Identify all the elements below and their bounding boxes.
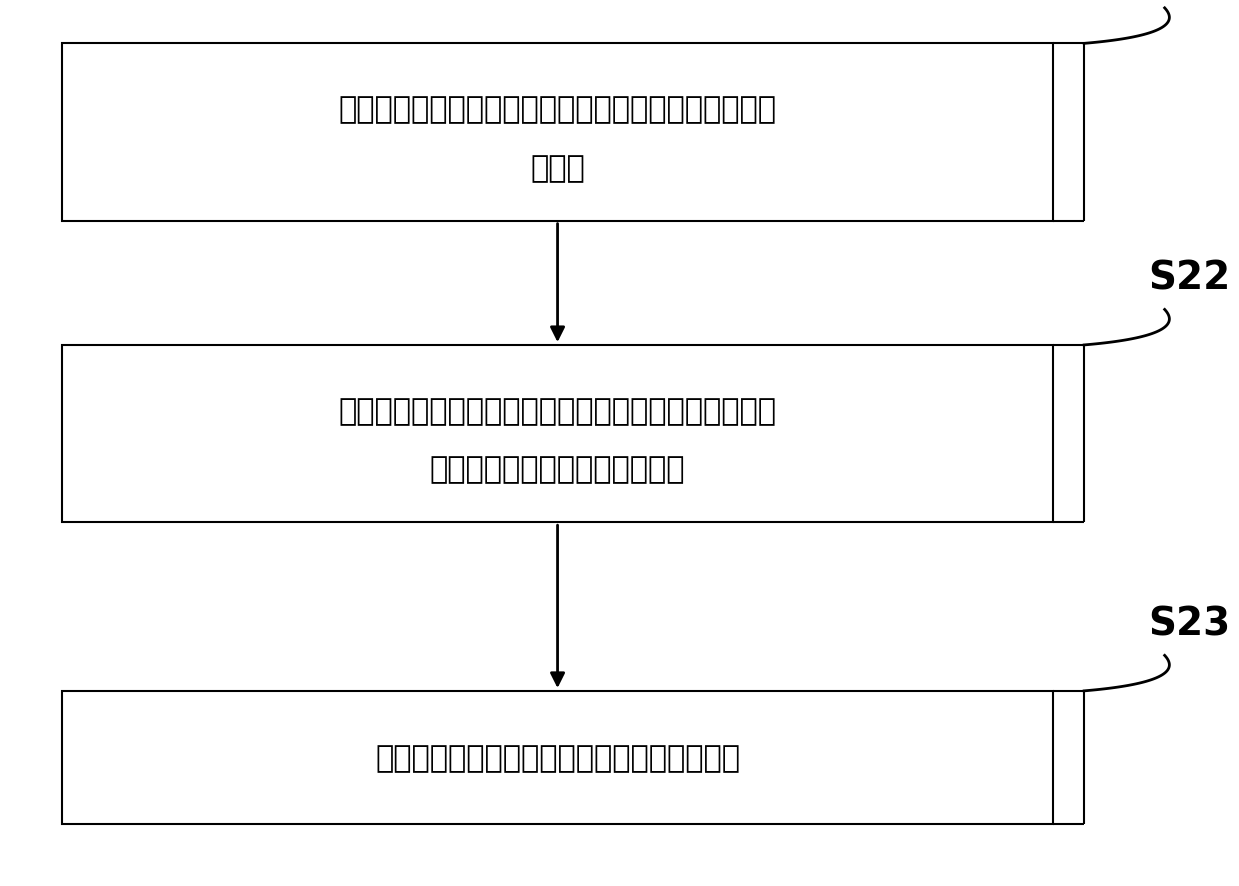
Text: S22: S22 <box>1149 259 1230 297</box>
Text: 将所述第一混合液与第一提取剂混合并在第一预设温度: 将所述第一混合液与第一提取剂混合并在第一预设温度 <box>338 397 777 425</box>
Bar <box>62 346 1053 523</box>
Text: 混合液: 混合液 <box>530 154 585 183</box>
Text: 下进行第一预设时间的振荡处理: 下进行第一预设时间的振荡处理 <box>430 455 685 484</box>
Text: S23: S23 <box>1149 604 1230 642</box>
Text: 待静置分层后，获取上层液作为待检测目标物: 待静置分层后，获取上层液作为待检测目标物 <box>375 743 740 772</box>
Bar <box>62 691 1053 824</box>
Text: 当样品为非油基物，将样品与第一内标液混合形成第一: 当样品为非油基物，将样品与第一内标液混合形成第一 <box>338 96 777 124</box>
Bar <box>62 44 1053 222</box>
